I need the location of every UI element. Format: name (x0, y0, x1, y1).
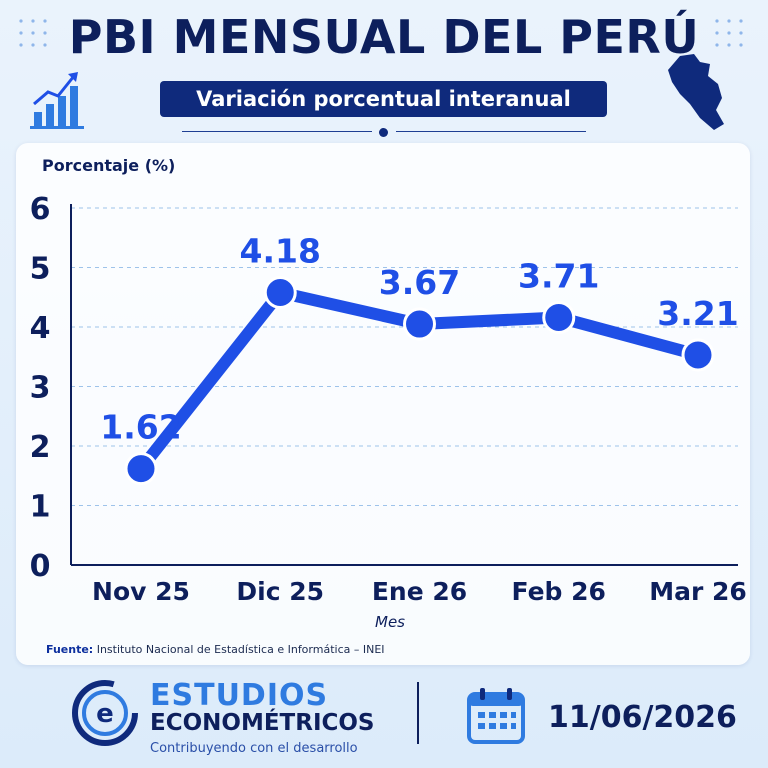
data-point (403, 307, 436, 341)
publication-date: 11/06/2026 (548, 700, 737, 735)
calendar-icon (467, 688, 525, 744)
brand-tagline: Contribuyendo con el desarrollo (150, 741, 358, 756)
divider-right (396, 131, 586, 132)
dot-grid-right (715, 19, 743, 47)
footer-separator (417, 682, 419, 744)
source-text: Instituto Nacional de Estadística e Info… (96, 643, 385, 656)
page-title: PBI MENSUAL DEL PERÚ (68, 10, 700, 64)
y-tick-label: 0 (30, 549, 51, 584)
data-label: 3.21 (657, 294, 738, 333)
y-tick-label: 3 (30, 371, 51, 406)
data-point (263, 275, 297, 309)
dot-grid-left (19, 19, 47, 47)
x-tick-label: Nov 25 (92, 577, 190, 606)
data-point (124, 452, 158, 486)
x-tick-label: Ene 26 (372, 577, 467, 606)
source-prefix: Fuente: (46, 643, 94, 656)
data-label: 4.18 (240, 231, 321, 270)
y-axis-label: Porcentaje (%) (42, 156, 176, 175)
brand-name-line1: ESTUDIOS (150, 678, 329, 713)
divider-left (182, 131, 372, 132)
y-tick-label: 5 (30, 252, 51, 287)
x-tick-label: Dic 25 (236, 577, 324, 606)
y-tick-label: 4 (30, 311, 51, 346)
page-subtitle: Variación porcentual interanual (160, 81, 607, 117)
data-point (542, 300, 576, 334)
data-label: 3.71 (518, 256, 599, 295)
peru-map-icon (668, 54, 724, 130)
svg-text:e: e (96, 699, 114, 729)
x-axis-label: Mes (375, 613, 405, 631)
y-tick-label: 2 (30, 430, 51, 465)
data-label: 1.62 (100, 408, 181, 447)
y-tick-label: 1 (30, 490, 51, 525)
x-tick-label: Mar 26 (649, 577, 747, 606)
x-tick-label: Feb 26 (512, 577, 606, 606)
divider-dot (379, 128, 388, 137)
brand-name-line2: ECONOMÉTRICOS (150, 710, 375, 736)
chart-card (16, 143, 750, 665)
y-tick-label: 6 (30, 192, 51, 227)
data-label: 3.67 (379, 263, 460, 302)
data-point (681, 338, 715, 372)
source-note: Fuente: Instituto Nacional de Estadístic… (46, 643, 385, 656)
growth-chart-icon (30, 72, 84, 129)
brand-logo-icon: e (72, 680, 138, 746)
